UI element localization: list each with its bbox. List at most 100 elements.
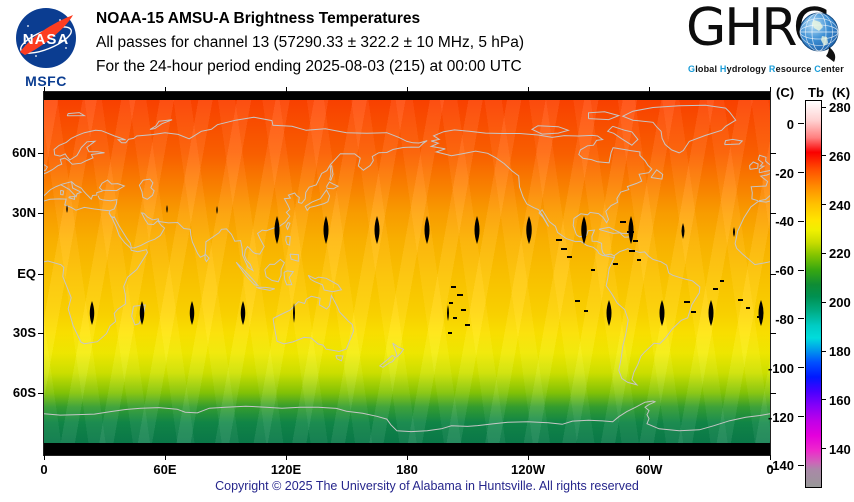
colorbar-tb-label: Tb [808,85,824,100]
data-gap-speck [556,239,562,241]
data-gap-speck [449,302,453,304]
lat-tick-label: 60N [12,145,36,160]
nasa-meatball-icon: NASA [16,8,76,68]
coastline [621,104,737,154]
coastline [138,178,155,200]
lon-tick-label: 180 [396,462,418,477]
colorbar-celsius-tick [798,123,804,125]
ghrc-subtitle: Global Hydrology Resource Center [688,64,844,74]
colorbar-kelvin-tick-label: 200 [829,295,851,311]
coastline [44,400,770,433]
data-gap [581,216,587,244]
nasa-msfc-logo: NASA MSFC [12,6,80,89]
coastline [530,125,570,135]
colorbar-kelvin-tick [821,155,826,157]
lon-tick-bottom [285,455,287,460]
data-gap-speck [567,256,572,258]
data-gap-speck [629,250,635,252]
lon-tick-top [285,87,287,92]
coastline [758,194,770,202]
data-gap-speck [757,316,761,318]
lat-tick-left [38,212,44,214]
page-title: NOAA-15 AMSU-A Brightness Temperatures [96,10,421,27]
data-gap [733,227,735,237]
lon-tick-label: 0 [766,462,774,477]
data-gap [526,216,532,244]
ghrc-subtitle-initial: G [688,64,696,74]
coastline [285,235,291,246]
lon-tick-bottom [648,455,650,460]
coastline [734,200,770,266]
svg-text:NASA: NASA [23,31,70,48]
coastline [750,173,770,202]
data-gap-speck [461,309,466,311]
ghrc-subtitle-word: enter [820,64,844,74]
lon-tick-label: 120E [270,462,302,477]
lat-tick-label: EQ [17,266,36,281]
data-gap [606,300,612,326]
colorbar-kelvin-tick [821,252,826,254]
coastline [44,164,49,172]
satellite-swath-texture [44,100,770,443]
data-gap [374,216,380,244]
coastline [44,198,149,345]
lon-tick-top [164,87,166,92]
data-gap [474,216,480,244]
data-gap [323,216,329,244]
data-gap-speck [457,294,463,296]
ghrc-subtitle-initial: H [719,64,727,74]
colorbar-kelvin-tick-label: 220 [829,246,851,262]
lon-tick-label: 60W [635,462,663,477]
coastline [588,111,621,121]
colorbar-celsius-tick [798,220,804,222]
coastline [204,253,210,263]
lat-tick-left [38,332,44,334]
data-gap [66,205,68,213]
data-gap [447,305,449,321]
colorbar-celsius-tick-label: -80 [775,311,794,327]
colorbar-celsius-tick [798,367,804,369]
ghrc-subtitle-word: ydrology [726,64,769,74]
colorbar-celsius-tick-label: -140 [767,458,794,474]
coastline [97,195,118,212]
colorbar-kelvin-tick [821,448,826,450]
coastline [285,222,291,231]
coastline [149,119,173,130]
colorbar-celsius-tick [798,172,804,173]
colorbar-kelvin-tick [821,301,826,303]
colorbar-gradient-bar [805,100,822,488]
coastline [283,270,295,286]
lat-tick-label: 60S [12,385,36,400]
data-gap-speck [738,299,743,301]
data-gap [424,216,430,244]
data-gap [758,300,764,326]
ghrc-globe-icon [799,12,839,62]
coastline [60,189,65,196]
lon-tick-top [527,87,529,92]
coastline [749,161,759,170]
lon-tick-top [648,87,650,92]
colorbar-celsius-tick-label: 0 [786,116,794,132]
coastline [235,261,260,287]
colorbar-celsius-tick-label: -100 [767,360,794,376]
title-block: NOAA-15 AMSU-A Brightness Temperatures A… [96,7,524,79]
data-gap [189,301,195,325]
ghrc-logo: G H R C Global Hydrology Resource Center [686,0,852,80]
data-gap-speck [575,300,580,302]
colorbar-kelvin-tick [821,106,826,108]
data-gap-speck [684,301,690,303]
colorbar-kelvin-tick-label: 140 [829,441,851,457]
data-gap [216,206,218,214]
lon-tick-bottom [164,455,166,460]
colorbar-kelvin-label: (K) [832,85,851,100]
coastline [724,138,744,146]
brightness-temperature-field [44,100,770,443]
data-gap [274,216,280,244]
data-gap-speck [561,248,567,250]
coastline [256,286,275,291]
lon-tick-bottom [43,455,45,460]
lon-tick-top [43,87,45,92]
colorbar-celsius-tick [798,416,804,417]
lon-tick-label: 120W [511,462,545,477]
